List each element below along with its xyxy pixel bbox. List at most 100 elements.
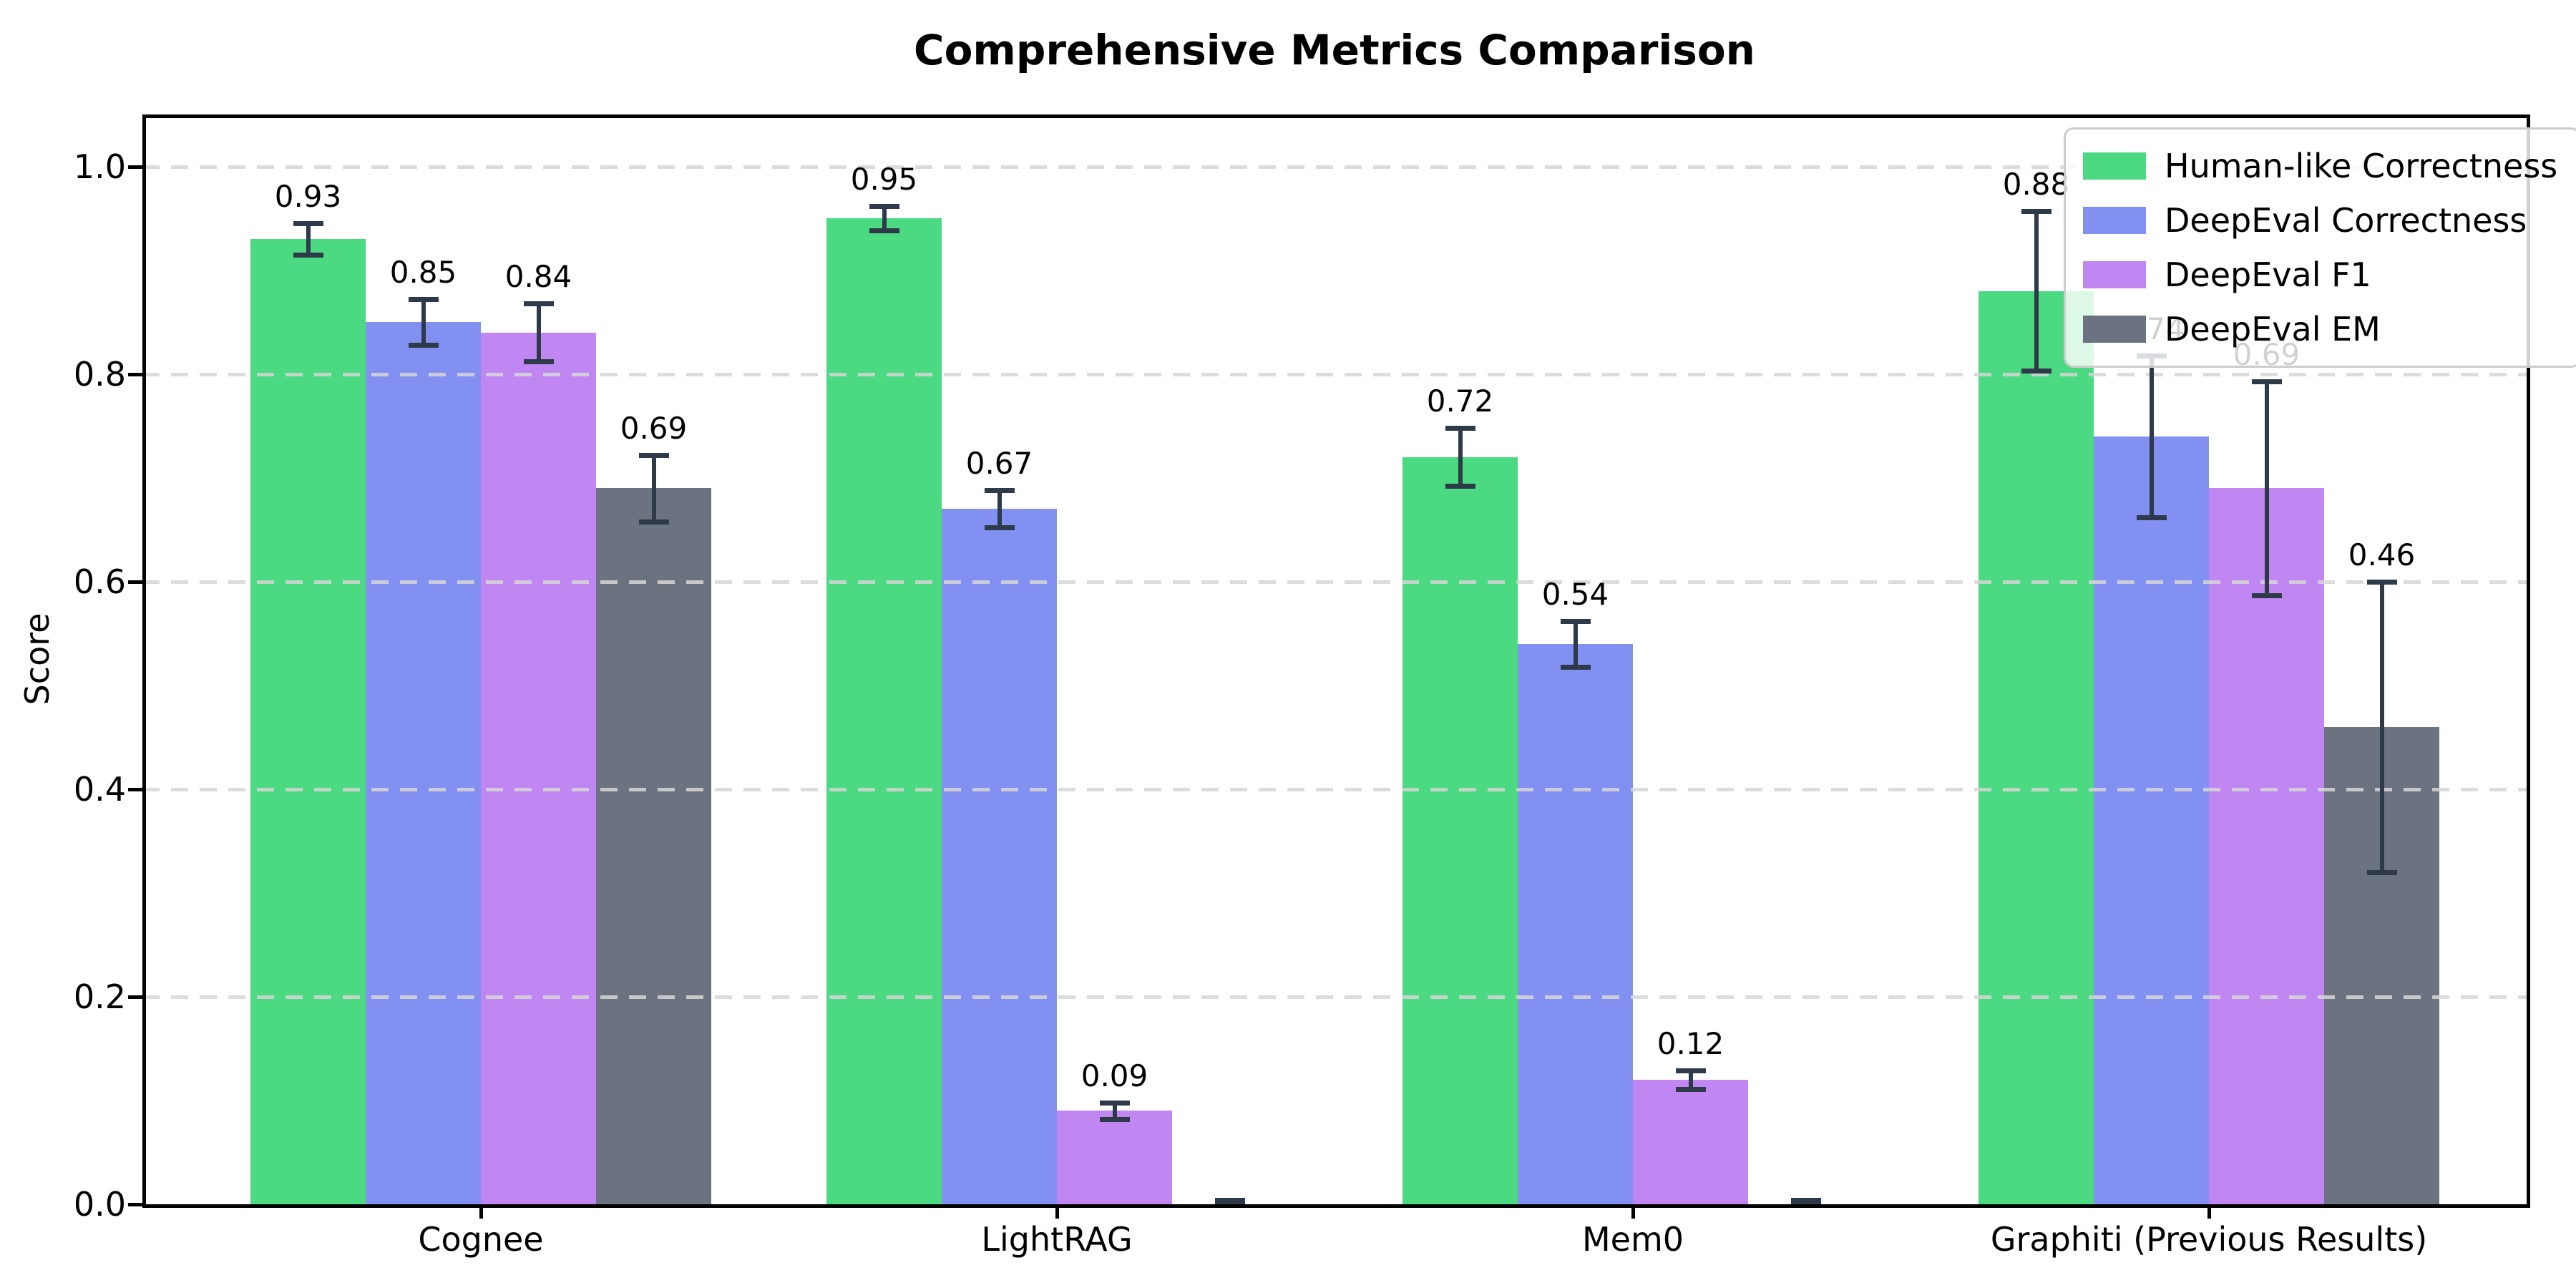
error-bar-cap-bottom bbox=[2251, 592, 2282, 598]
error-bar-cap-top bbox=[2021, 208, 2051, 214]
x-tick-label-3: Mem0 bbox=[1581, 1220, 1684, 1259]
error-bar bbox=[997, 490, 1002, 528]
error-bar bbox=[421, 299, 426, 345]
error-bar-cap-top bbox=[984, 488, 1015, 494]
axis-spine-top bbox=[142, 114, 2530, 118]
bar-deepeval-f1-2 bbox=[1057, 1111, 1172, 1204]
bar-value-label: 0.69 bbox=[620, 410, 688, 446]
error-bar-cap-top bbox=[2251, 379, 2282, 384]
gridline-y-0.8 bbox=[142, 372, 2527, 376]
chart-title: Comprehensive Metrics Comparison bbox=[914, 26, 1755, 74]
bar-value-label: 0.54 bbox=[1541, 576, 1609, 612]
bar-value-label: 0.72 bbox=[1426, 384, 1494, 419]
x-tick-label-4: Graphiti (Previous Results) bbox=[1990, 1220, 2428, 1259]
bar-value-label: 0.67 bbox=[965, 446, 1033, 482]
error-bar bbox=[2264, 381, 2269, 595]
y-tick-mark bbox=[128, 372, 142, 376]
bar-deepeval-correctness-3 bbox=[1518, 643, 1633, 1204]
error-bar-cap-top bbox=[869, 203, 899, 209]
error-bar-cap-bottom bbox=[1445, 484, 1475, 489]
error-bar bbox=[2034, 210, 2039, 371]
bar-value-label: 0.84 bbox=[504, 258, 572, 294]
legend-label: DeepEval F1 bbox=[2165, 255, 2371, 294]
bar-human-like-correctness-1 bbox=[250, 239, 366, 1204]
x-tick-label-2: LightRAG bbox=[981, 1220, 1133, 1259]
y-tick-label: 0.6 bbox=[73, 562, 126, 601]
legend-label: DeepEval Correctness bbox=[2165, 201, 2527, 240]
bar-human-like-correctness-4 bbox=[1979, 291, 2094, 1204]
legend-swatch-icon bbox=[2083, 316, 2146, 343]
error-bar-cap-bottom bbox=[2136, 514, 2167, 520]
error-bar-cap-top bbox=[1790, 1198, 1821, 1204]
y-tick-label: 0.0 bbox=[73, 1185, 126, 1224]
error-bar-cap-bottom bbox=[869, 228, 899, 234]
error-bar-cap-bottom bbox=[523, 359, 554, 365]
error-bar bbox=[1112, 1102, 1117, 1120]
error-bar-cap-top bbox=[1445, 426, 1475, 431]
legend-item-deepeval-correctness: DeepEval Correctness bbox=[2083, 198, 2557, 243]
legend-swatch-icon bbox=[2083, 152, 2146, 180]
error-bar-cap-bottom bbox=[1560, 664, 1591, 670]
error-bar bbox=[306, 223, 311, 255]
bar-value-label: 0.93 bbox=[274, 179, 342, 215]
y-axis-label: Score bbox=[18, 613, 57, 706]
error-bar-cap-top bbox=[1214, 1198, 1245, 1204]
legend-label: Human-like Correctness bbox=[2165, 147, 2558, 185]
error-bar-cap-top bbox=[1099, 1100, 1130, 1106]
legend-item-deepeval-f1: DeepEval F1 bbox=[2083, 253, 2557, 297]
error-bar bbox=[536, 303, 541, 362]
x-tick-mark bbox=[479, 1204, 483, 1219]
error-bar bbox=[882, 205, 887, 231]
error-bar-cap-bottom bbox=[408, 343, 439, 348]
bar-human-like-correctness-3 bbox=[1402, 457, 1518, 1204]
error-bar-cap-bottom bbox=[1675, 1086, 1706, 1092]
y-tick-mark bbox=[128, 1203, 142, 1206]
axis-spine-left bbox=[142, 114, 146, 1208]
error-bar-cap-top bbox=[2366, 579, 2397, 585]
x-tick-label-1: Cognee bbox=[418, 1220, 544, 1259]
error-bar-cap-top bbox=[293, 221, 323, 227]
y-tick-label: 0.2 bbox=[73, 977, 126, 1016]
error-bar-cap-bottom bbox=[984, 525, 1015, 531]
x-tick-mark bbox=[1631, 1204, 1635, 1219]
gridline-y-0.2 bbox=[142, 995, 2527, 999]
gridline-y-0.6 bbox=[142, 580, 2527, 584]
y-tick-mark bbox=[128, 995, 142, 999]
axis-spine-right bbox=[2527, 114, 2530, 1208]
bar-value-label: 0.46 bbox=[2348, 537, 2416, 572]
legend-item-human-like-correctness: Human-like Correctness bbox=[2083, 144, 2557, 188]
bar-deepeval-correctness-4 bbox=[2094, 436, 2209, 1204]
error-bar-cap-top bbox=[523, 301, 554, 306]
error-bar bbox=[2379, 581, 2384, 872]
error-bar-cap-top bbox=[1560, 618, 1591, 624]
error-bar-cap-top bbox=[1675, 1068, 1706, 1073]
error-bar-cap-bottom bbox=[638, 519, 669, 525]
error-bar-cap-bottom bbox=[2366, 869, 2397, 875]
y-tick-mark bbox=[128, 787, 142, 791]
bar-deepeval-correctness-1 bbox=[366, 322, 481, 1204]
error-bar bbox=[2149, 355, 2154, 517]
bar-deepeval-f1-1 bbox=[481, 332, 596, 1204]
bar-deepeval-correctness-2 bbox=[942, 509, 1057, 1204]
error-bar bbox=[1458, 428, 1463, 487]
y-tick-label: 0.8 bbox=[73, 354, 126, 394]
gridline-y-0.4 bbox=[142, 787, 2527, 791]
legend-swatch-icon bbox=[2083, 261, 2146, 288]
x-tick-mark bbox=[1055, 1204, 1059, 1219]
error-bar bbox=[1573, 620, 1578, 667]
error-bar bbox=[651, 454, 656, 522]
bar-deepeval-em-1 bbox=[596, 488, 711, 1204]
x-tick-mark bbox=[2207, 1204, 2211, 1219]
error-bar-cap-bottom bbox=[293, 252, 323, 258]
legend-item-deepeval-em: DeepEval EM bbox=[2083, 307, 2557, 351]
y-tick-label: 0.4 bbox=[73, 769, 126, 809]
bar-value-label: 0.09 bbox=[1080, 1058, 1148, 1093]
error-bar-cap-bottom bbox=[2021, 369, 2051, 374]
legend-label: DeepEval EM bbox=[2165, 310, 2381, 348]
bar-value-label: 0.85 bbox=[389, 255, 457, 291]
error-bar-cap-top bbox=[638, 452, 669, 458]
bar-value-label: 0.12 bbox=[1657, 1025, 1724, 1061]
error-bar-cap-bottom bbox=[1099, 1117, 1130, 1123]
bar-deepeval-f1-3 bbox=[1633, 1079, 1748, 1204]
